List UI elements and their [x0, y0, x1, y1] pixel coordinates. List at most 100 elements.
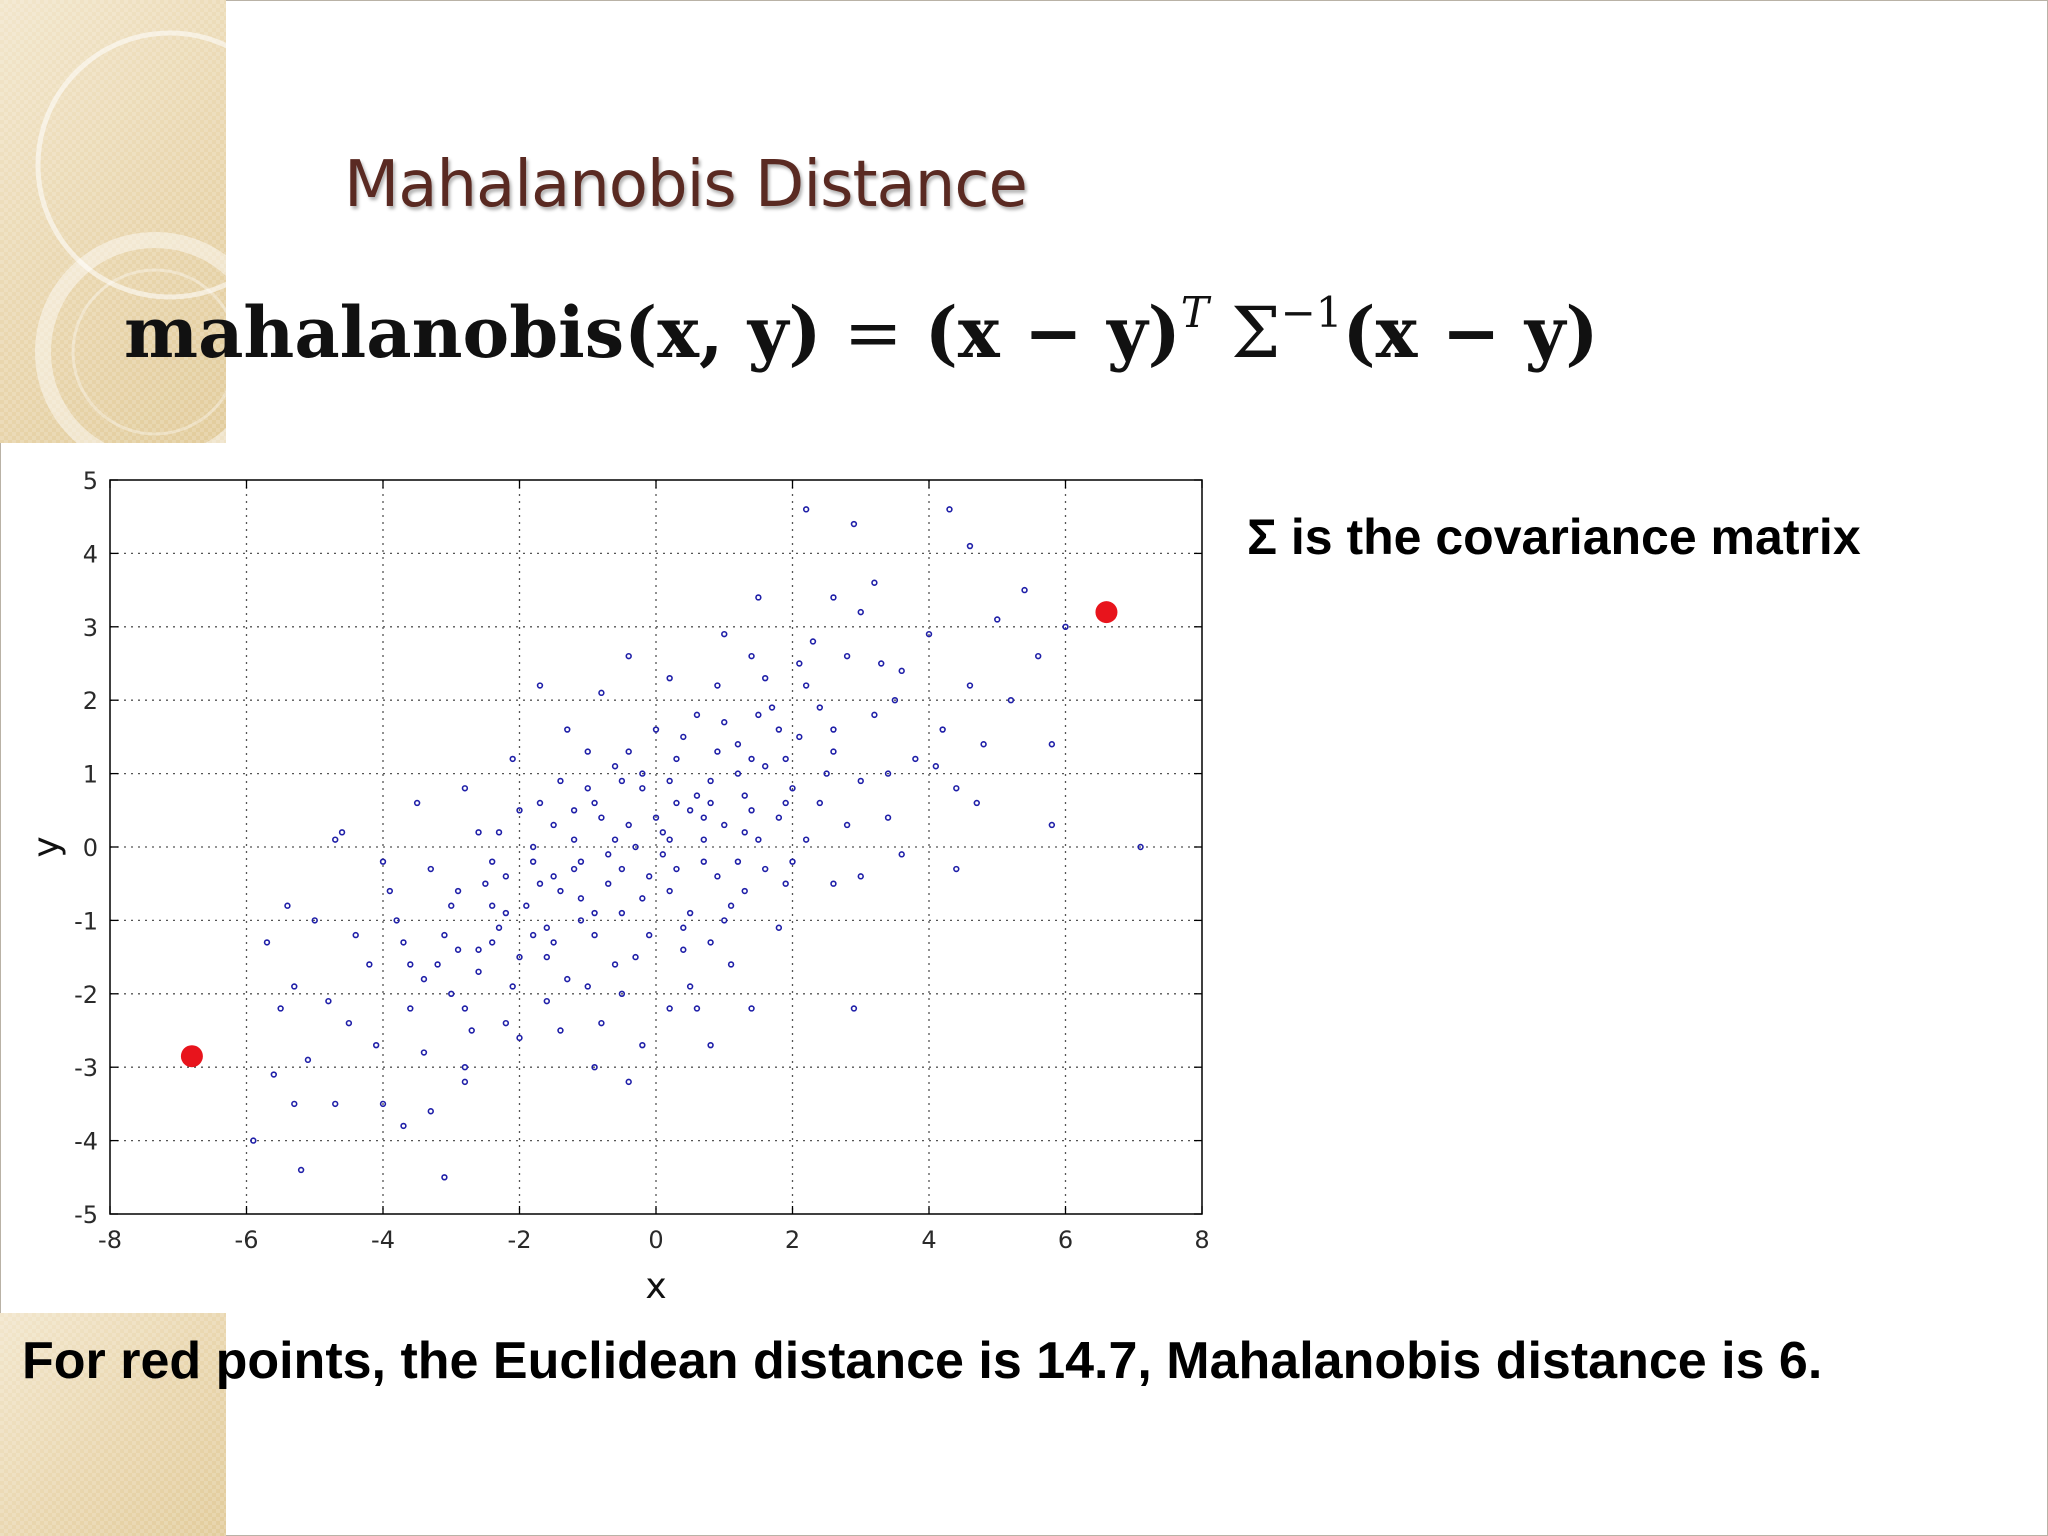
scatter-point [939, 726, 946, 733]
scatter-point [714, 682, 721, 689]
scatter-point [871, 579, 878, 586]
scatter-point [509, 755, 516, 763]
scatter-point [400, 1122, 407, 1130]
red-point [1095, 601, 1118, 624]
scatter-point [871, 711, 878, 719]
data-points [180, 506, 1144, 1181]
y-tick-label: -4 [74, 1128, 98, 1156]
scatter-point [489, 939, 496, 946]
scatter-point [734, 858, 742, 865]
scatter-point [557, 777, 564, 785]
scatter-point [666, 777, 673, 785]
scatter-point [379, 1100, 387, 1108]
scatter-point [611, 961, 619, 968]
scatter-point [645, 873, 653, 880]
scatter-point [291, 983, 298, 990]
x-tick-label: -8 [98, 1226, 122, 1254]
scatter-point [898, 667, 905, 675]
scatter-point [570, 836, 578, 843]
scatter-point [639, 770, 646, 777]
scatter-point [755, 594, 762, 601]
scatter-point [584, 983, 591, 990]
scatter-point [427, 865, 434, 873]
scatter-point [625, 1078, 632, 1086]
x-tick-label: 2 [785, 1226, 800, 1254]
scatter-point [973, 799, 980, 807]
scatter-point [707, 939, 714, 946]
scatter-point [680, 924, 687, 931]
scatter-point [277, 1005, 284, 1012]
scatter-point [564, 726, 571, 733]
scatter-point [489, 858, 496, 865]
scatter-point [577, 917, 585, 924]
scatter-point [707, 1041, 714, 1049]
scatter-point [782, 799, 789, 807]
scatter-point [1034, 652, 1042, 660]
scatter-point [768, 704, 776, 711]
scatter-point [543, 953, 550, 961]
covariance-note: Σ is the covariance matrix [1247, 509, 1861, 565]
scatter-point [666, 887, 673, 895]
x-tick-label: 8 [1194, 1226, 1209, 1254]
x-tick-label: 6 [1058, 1226, 1073, 1254]
scatter-point [796, 733, 803, 741]
scatter-point [673, 865, 680, 873]
scatter-point [352, 931, 359, 939]
scatter-point [755, 836, 762, 843]
scatter-point [557, 1027, 564, 1034]
scatter-point [857, 608, 864, 616]
scatter-point [461, 1063, 469, 1071]
scatter-point [379, 858, 387, 865]
scatter-point [536, 799, 544, 807]
scatter-point [925, 630, 933, 638]
scatter-point [700, 858, 707, 865]
scatter-point [1062, 623, 1069, 631]
scatter-point [741, 887, 748, 895]
scatter-point [591, 1063, 598, 1071]
scatter-point [707, 777, 714, 785]
y-tick-label: -2 [74, 981, 98, 1009]
scatter-point [782, 880, 789, 887]
scatter-point [529, 931, 537, 939]
scatter-point [714, 748, 721, 755]
scatter-point [741, 792, 748, 799]
scatter-point [591, 909, 598, 917]
scatter-point [721, 719, 728, 726]
scatter-point [550, 821, 557, 829]
side-decoration-top [0, 0, 226, 443]
scatter-point [427, 1108, 434, 1115]
scatter-point [529, 843, 537, 851]
y-tick-label: 5 [83, 467, 98, 495]
scatter-point [700, 814, 707, 821]
scatter-point [816, 799, 823, 807]
scatter-point [304, 1056, 312, 1064]
scatter-point [727, 961, 735, 968]
scatter-point [605, 851, 612, 858]
scatter-point [830, 726, 837, 733]
scatter-point [878, 660, 885, 667]
scatter-point [802, 836, 810, 843]
scatter-point [393, 917, 400, 924]
scatter-point [325, 997, 332, 1005]
scatter-chart: -8 -6 -4 -2 0 2 4 6 8 -5 -4 -3 -2 -1 0 1 2 3 4 5 x y [26, 467, 1210, 1307]
side-decoration-bottom [0, 1313, 226, 1536]
scatter-point [748, 755, 755, 763]
scatter-point [509, 983, 516, 990]
scatter-point [611, 763, 619, 770]
scatter-point [536, 880, 544, 887]
scatter-point [400, 939, 407, 946]
scatter-point [577, 895, 585, 902]
scatter-point [550, 939, 557, 946]
scatter-point [502, 909, 510, 917]
scatter-point [448, 902, 455, 909]
scatter-point [748, 807, 755, 814]
scatter-point [250, 1137, 257, 1144]
scatter-point [639, 1041, 646, 1049]
scatter-point [645, 931, 653, 939]
scatter-point [884, 770, 892, 777]
scatter-point [639, 895, 646, 902]
scatter-point [761, 865, 769, 873]
axis-ticks: -8 -6 -4 -2 0 2 4 6 8 -5 -4 -3 -2 -1 0 1 2 3 4 5 [74, 467, 1210, 1254]
scatter-point [830, 748, 837, 755]
scatter-point [734, 770, 742, 777]
